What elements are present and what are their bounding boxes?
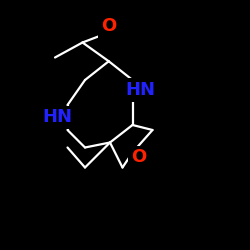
Text: O: O	[101, 17, 116, 35]
Text: O: O	[131, 148, 146, 166]
Text: HN: HN	[125, 81, 155, 99]
Text: HN: HN	[42, 108, 72, 126]
